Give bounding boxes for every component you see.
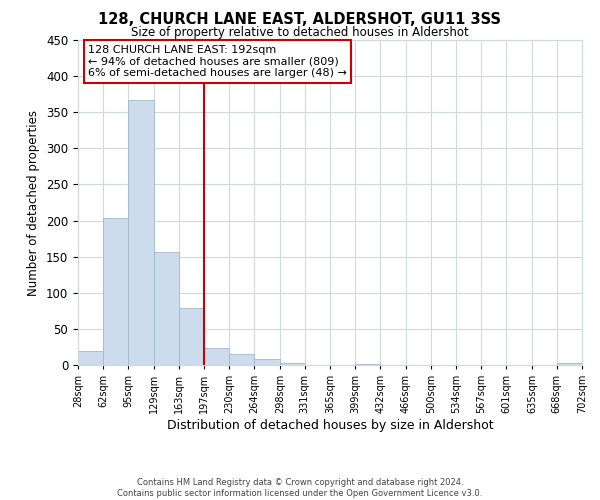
Text: 128 CHURCH LANE EAST: 192sqm
← 94% of detached houses are smaller (809)
6% of se: 128 CHURCH LANE EAST: 192sqm ← 94% of de…: [88, 45, 347, 78]
Bar: [355, 364, 380, 365]
Bar: [229, 354, 254, 365]
Bar: [154, 252, 179, 365]
Text: Contains HM Land Registry data © Crown copyright and database right 2024.
Contai: Contains HM Land Registry data © Crown c…: [118, 478, 482, 498]
Bar: [179, 308, 205, 365]
Bar: [254, 359, 280, 365]
Bar: [78, 350, 103, 365]
Bar: [103, 218, 128, 365]
Bar: [128, 100, 154, 365]
Text: Size of property relative to detached houses in Aldershot: Size of property relative to detached ho…: [131, 26, 469, 39]
Bar: [557, 363, 582, 365]
Text: 128, CHURCH LANE EAST, ALDERSHOT, GU11 3SS: 128, CHURCH LANE EAST, ALDERSHOT, GU11 3…: [98, 12, 502, 28]
X-axis label: Distribution of detached houses by size in Aldershot: Distribution of detached houses by size …: [167, 419, 493, 432]
Bar: [280, 363, 305, 365]
Y-axis label: Number of detached properties: Number of detached properties: [28, 110, 40, 296]
Bar: [205, 348, 229, 365]
